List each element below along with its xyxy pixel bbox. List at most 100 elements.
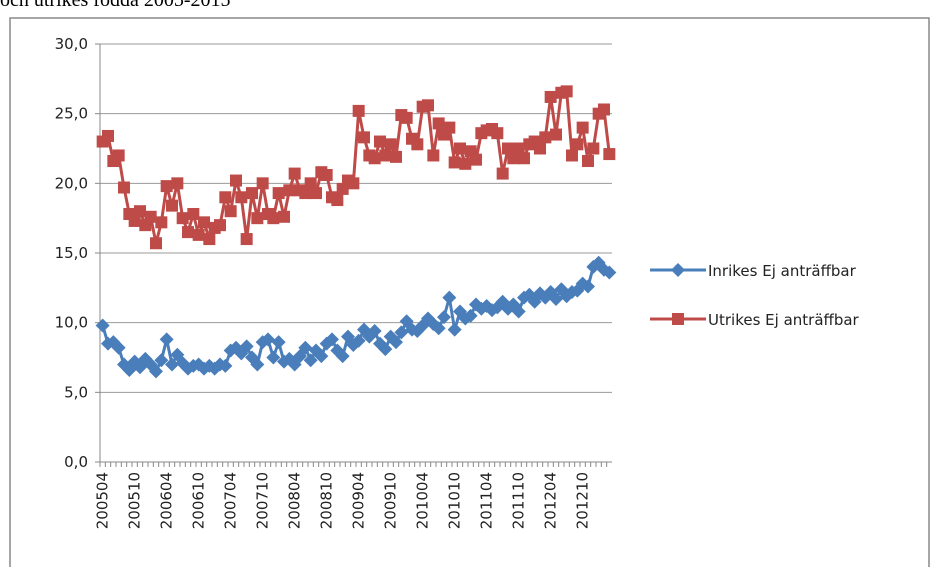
data-point [278, 210, 290, 223]
data-point [192, 228, 205, 241]
data-point [230, 174, 242, 187]
data-point [550, 128, 562, 141]
data-point [118, 181, 130, 194]
data-point [422, 99, 434, 112]
legend-marker [672, 313, 684, 325]
data-point [560, 85, 573, 98]
data-point [470, 153, 482, 166]
data-point [235, 191, 248, 204]
data-point [437, 310, 451, 325]
data-point [325, 332, 339, 347]
data-point [576, 121, 589, 134]
data-point [95, 318, 110, 333]
data-point [128, 214, 141, 227]
data-point [539, 131, 552, 144]
data-point [347, 177, 360, 190]
data-point [432, 117, 445, 130]
data-point [379, 149, 392, 162]
data-point [566, 149, 578, 162]
x-tick-label: 200604 [158, 472, 176, 529]
x-tick-label: 201204 [542, 472, 560, 529]
data-point [400, 111, 413, 124]
x-tick-label: 200510 [126, 472, 144, 529]
x-tick-label: 201110 [510, 472, 528, 529]
data-point [256, 177, 269, 190]
data-point [176, 212, 189, 225]
data-point [390, 150, 402, 163]
data-point [112, 149, 125, 162]
y-tick-label: 5,0 [64, 383, 88, 401]
data-point [240, 233, 253, 246]
legend-label: Inrikes Ej anträffbar [708, 262, 857, 280]
data-point [283, 184, 296, 197]
x-tick-label: 200804 [286, 472, 304, 529]
data-point [198, 216, 210, 229]
data-point [491, 127, 504, 140]
y-tick-label: 0,0 [64, 453, 88, 471]
data-point [272, 187, 285, 200]
legend-marker [671, 263, 685, 277]
data-point [544, 90, 557, 103]
data-point [463, 308, 478, 323]
data-point [367, 324, 382, 339]
x-tick-label: 201104 [478, 472, 496, 529]
y-tick-label: 20,0 [55, 174, 88, 192]
data-point [431, 321, 446, 336]
x-tick-label: 200910 [382, 472, 400, 529]
data-point [459, 157, 472, 170]
data-point [250, 357, 265, 372]
data-point [411, 138, 424, 151]
data-point [603, 148, 616, 161]
data-point [335, 349, 350, 364]
data-point [267, 212, 280, 225]
data-point [502, 142, 514, 155]
data-point [251, 212, 264, 225]
data-point [571, 138, 584, 151]
data-point [374, 135, 386, 148]
data-point [331, 194, 344, 207]
data-point [443, 121, 456, 134]
data-point [155, 216, 168, 229]
data-point [154, 353, 169, 368]
data-point [187, 207, 200, 220]
legend-label: Utrikes Ej anträffbar [708, 311, 860, 329]
data-point [310, 187, 322, 200]
data-point [165, 357, 179, 372]
data-point [134, 205, 146, 218]
data-point [534, 142, 546, 155]
data-point [102, 129, 114, 142]
data-point [358, 131, 370, 144]
data-point [203, 233, 216, 246]
data-point [442, 290, 457, 305]
data-point [219, 191, 232, 204]
data-point [368, 152, 381, 165]
data-point [507, 152, 520, 165]
data-point [182, 226, 194, 239]
data-point [549, 291, 563, 306]
x-tick-label: 201210 [574, 472, 592, 529]
data-point [511, 304, 526, 319]
data-point [320, 168, 333, 181]
data-point [602, 265, 617, 280]
data-point [214, 219, 226, 232]
x-tick-label: 201010 [446, 472, 464, 529]
x-tick-label: 200904 [350, 472, 368, 529]
x-tick-label: 201004 [414, 472, 432, 529]
data-point [166, 199, 178, 212]
x-tick-label: 200710 [254, 472, 272, 529]
data-point [149, 364, 163, 379]
y-tick-label: 30,0 [55, 35, 88, 53]
data-point [582, 155, 594, 168]
data-point [512, 142, 525, 155]
data-point [239, 339, 254, 354]
x-tick-label: 200504 [94, 472, 112, 529]
data-point [352, 104, 365, 117]
data-point [246, 187, 258, 200]
data-point [448, 156, 461, 169]
data-point [598, 103, 610, 116]
data-point [144, 210, 157, 223]
data-point [288, 167, 301, 180]
data-point [394, 325, 409, 340]
chart-title: och utrikes födda 2005-2015 [0, 0, 231, 11]
